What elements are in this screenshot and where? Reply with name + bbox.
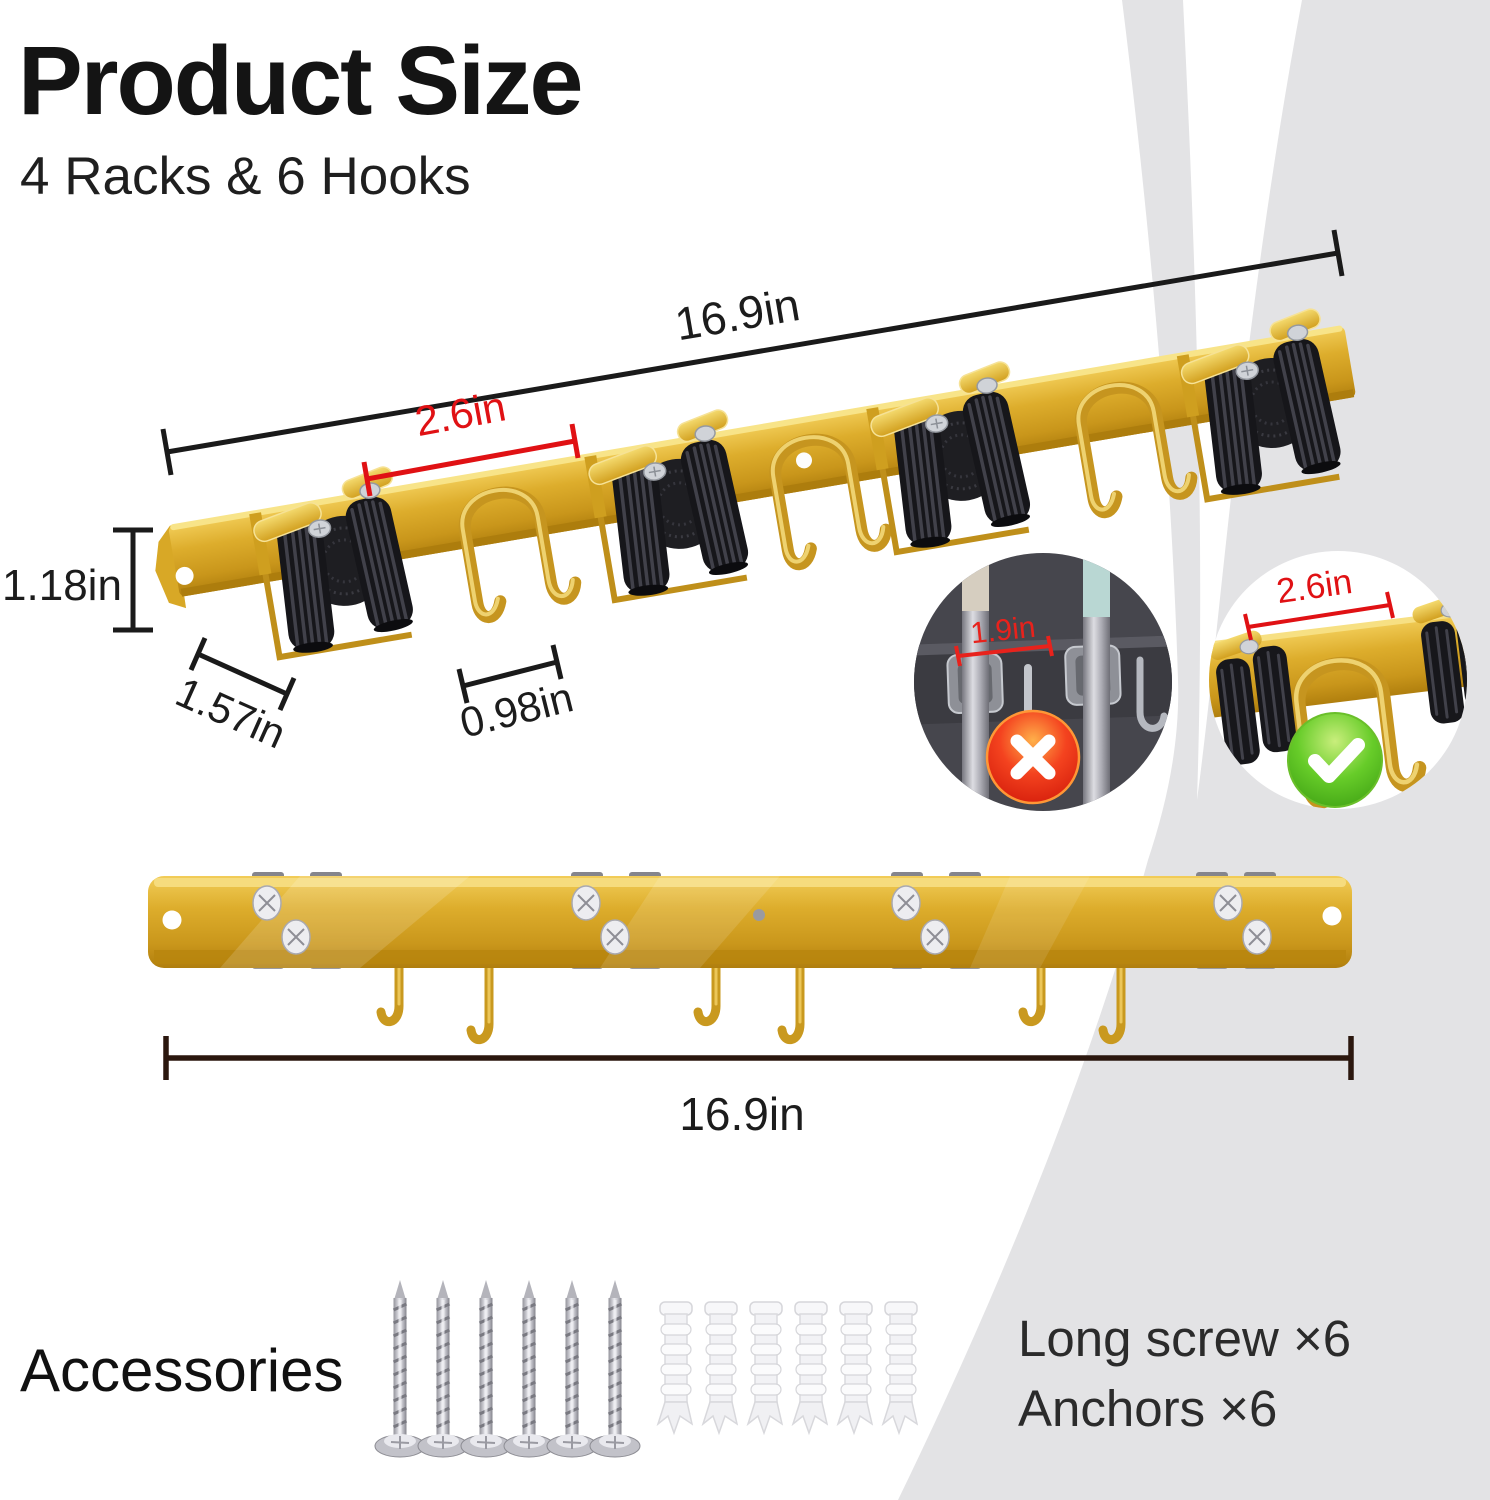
page-subtitle: 4 Racks & 6 Hooks [20, 147, 471, 206]
rack-bar-top-highlight [170, 325, 1343, 531]
flat-bar-screws [252, 885, 1272, 955]
dimension-bar-height [113, 527, 153, 633]
long-screw-count-label: Long screw ×6 [1018, 1310, 1352, 1367]
dimension-rack-width [188, 636, 297, 712]
flat-hook-stem [381, 962, 399, 1022]
left-mounting-hole [175, 566, 194, 585]
flat-bar-mounting-hole [1322, 906, 1342, 926]
flat-hook-stem [1023, 962, 1041, 1022]
middle-mounting-hole [796, 452, 813, 469]
long-screw [459, 1278, 513, 1459]
flat-bar-center-pin [753, 909, 765, 921]
x-badge [985, 709, 1081, 805]
dimension-rack-width-label: 1.57in [169, 668, 293, 757]
flat-hook-stem [782, 962, 800, 1040]
inset-bad-dimension [954, 635, 1054, 667]
long-screw [416, 1278, 470, 1459]
rack-bar-bottom-edge [180, 389, 1355, 597]
dimension-total-width-bottom [163, 1036, 1354, 1080]
anchor-count-label: Anchors ×6 [1018, 1380, 1278, 1437]
long-screw [588, 1278, 642, 1459]
wall-anchor [882, 1301, 918, 1434]
check-badge [1287, 712, 1383, 808]
broom-handle-cap [962, 553, 989, 611]
background-swoosh-gap [1183, 0, 1302, 800]
wall-anchor [702, 1301, 738, 1434]
broom-handle-cap [1083, 553, 1110, 617]
flat-hook-stem [471, 962, 489, 1040]
wall-anchor [837, 1301, 873, 1434]
wall-anchor [792, 1301, 828, 1434]
flat-bar [148, 876, 1352, 968]
long-screw [373, 1278, 427, 1459]
flat-hook-stem [698, 962, 716, 1022]
dimension-total-width-top [160, 229, 1345, 476]
accessory-screws [373, 1278, 642, 1459]
page-title: Product Size [18, 26, 583, 135]
dimension-total-width-bottom-label: 16.9in [679, 1088, 804, 1140]
wall-anchor [747, 1301, 783, 1434]
dimension-hook-width [456, 644, 564, 704]
flat-bar-mounting-hole [162, 910, 182, 930]
x-mark-icon [1010, 734, 1056, 780]
inset-good-dimension [1243, 591, 1395, 641]
inset-bad-circle: 1.9in [914, 553, 1172, 811]
dimension-bar-height-label: 1.18in [2, 561, 122, 610]
wall-anchor [657, 1301, 693, 1434]
dimension-hook-spacing [361, 423, 581, 497]
check-mark-icon [1308, 738, 1365, 783]
competitor-hook [1136, 656, 1168, 732]
rack-left-end-plate [155, 524, 187, 609]
accessories-heading: Accessories [20, 1337, 344, 1404]
accessory-anchors [657, 1301, 918, 1434]
dimension-total-width-top-label: 16.9in [671, 278, 803, 350]
long-screw [545, 1278, 599, 1459]
wall-rack-angled-view [155, 302, 1356, 677]
long-screw [502, 1278, 556, 1459]
flat-bar-top-view [148, 872, 1352, 1040]
dimension-hook-spacing-label: 2.6in [411, 382, 509, 445]
accessories-counts: Long screw ×6 Anchors ×6 [1018, 1304, 1351, 1444]
inset-bad-dimension-label: 1.9in [969, 611, 1037, 651]
